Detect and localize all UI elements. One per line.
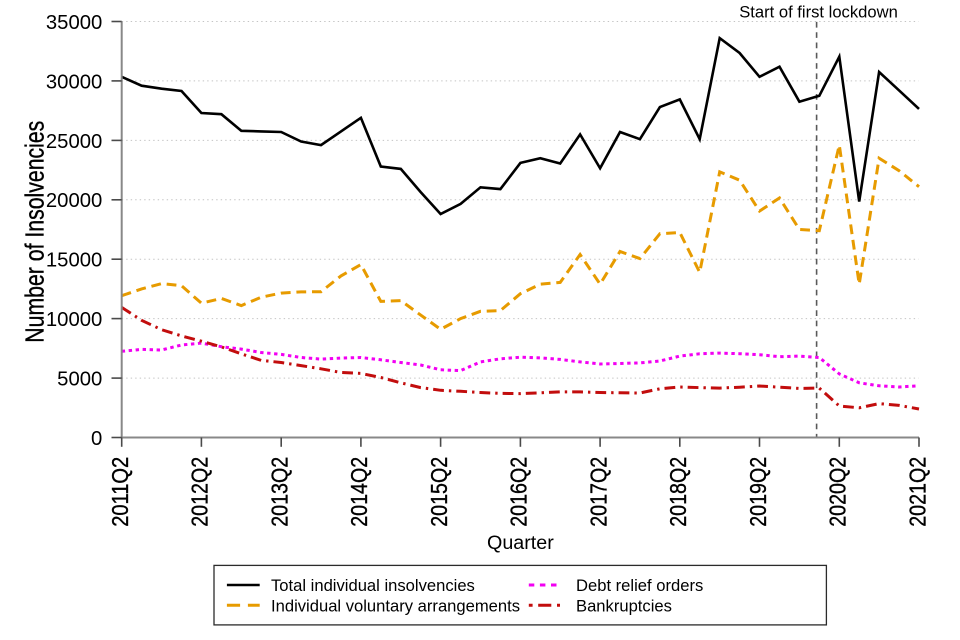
- svg-text:25000: 25000: [46, 131, 102, 153]
- svg-text:2011Q2: 2011Q2: [107, 457, 133, 527]
- svg-text:Bankruptcies: Bankruptcies: [576, 596, 672, 615]
- svg-text:2020Q2: 2020Q2: [825, 457, 851, 527]
- svg-text:2013Q2: 2013Q2: [267, 457, 293, 527]
- svg-text:20000: 20000: [46, 190, 102, 212]
- svg-text:15000: 15000: [46, 250, 102, 272]
- svg-text:Number of Insolvencies: Number of Insolvencies: [22, 121, 50, 343]
- svg-text:2017Q2: 2017Q2: [585, 457, 611, 527]
- svg-text:Quarter: Quarter: [487, 532, 554, 554]
- svg-text:2016Q2: 2016Q2: [506, 457, 532, 527]
- svg-text:5000: 5000: [57, 369, 102, 391]
- svg-text:2018Q2: 2018Q2: [665, 457, 691, 527]
- svg-text:Start of first lockdown: Start of first lockdown: [739, 3, 898, 22]
- svg-text:Debt relief orders: Debt relief orders: [576, 576, 703, 595]
- svg-text:0: 0: [91, 428, 102, 450]
- svg-text:2015Q2: 2015Q2: [426, 457, 452, 527]
- svg-text:35000: 35000: [46, 12, 102, 34]
- svg-text:2021Q2: 2021Q2: [904, 457, 930, 527]
- svg-text:Total individual insolvencies: Total individual insolvencies: [271, 576, 475, 595]
- svg-text:2014Q2: 2014Q2: [346, 457, 372, 527]
- svg-text:2012Q2: 2012Q2: [187, 457, 213, 527]
- svg-text:2019Q2: 2019Q2: [745, 457, 771, 527]
- svg-text:Individual voluntary arrangeme: Individual voluntary arrangements: [271, 596, 520, 615]
- svg-text:30000: 30000: [46, 71, 102, 93]
- svg-text:10000: 10000: [46, 309, 102, 331]
